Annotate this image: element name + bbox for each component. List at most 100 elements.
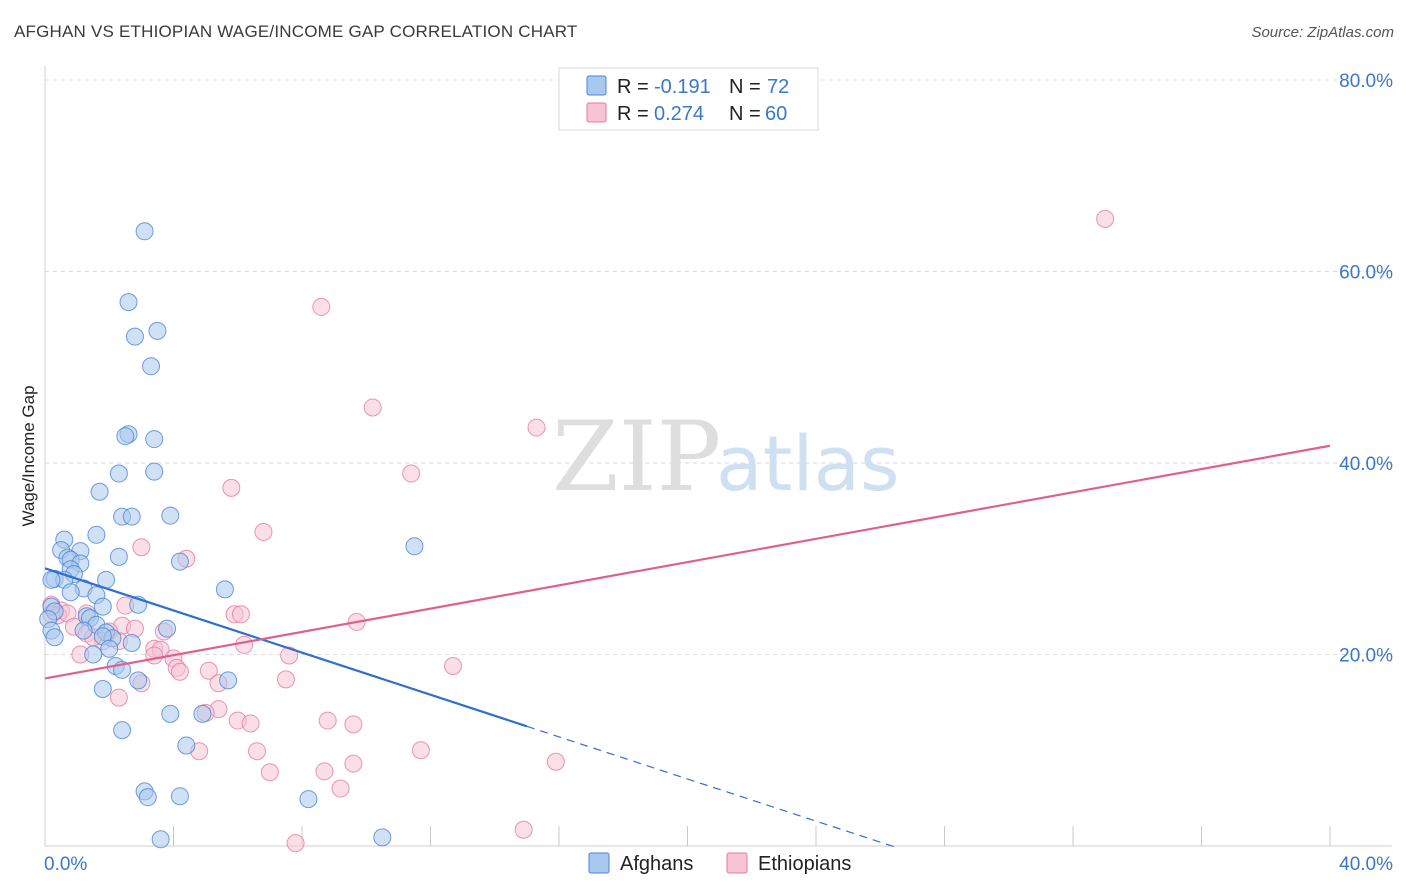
- ethiopian-point: [235, 635, 254, 654]
- ethiopian-point: [199, 661, 218, 680]
- y-tick-label: 80.0%: [1339, 71, 1393, 92]
- afghan-point: [151, 830, 170, 849]
- afghan-point: [45, 628, 64, 647]
- ethiopian-point: [344, 715, 363, 734]
- x-tick-label-max: 40.0%: [1339, 854, 1393, 875]
- afghan-point: [373, 828, 392, 847]
- legend-r-label-ethiopians: R =: [617, 103, 649, 125]
- ethiopian-point: [312, 297, 331, 316]
- afghan-point: [100, 639, 119, 658]
- bottom-legend-swatch-ethiopians: [726, 852, 748, 874]
- afghan-point: [145, 430, 164, 449]
- afghan-point: [74, 621, 93, 640]
- afghan-point: [161, 704, 180, 723]
- watermark-atlas: atlas: [716, 419, 900, 508]
- ethiopian-point: [222, 478, 241, 497]
- ethiopian-point: [280, 646, 299, 665]
- bottom-legend-label-afghans: Afghans: [620, 853, 693, 875]
- legend-swatch-afghans: [586, 75, 607, 96]
- afghan-point: [170, 552, 189, 571]
- afghan-point: [122, 507, 141, 526]
- afghan-point: [122, 634, 141, 653]
- bottom-legend-swatch-afghans: [588, 852, 610, 874]
- afghans-trend-line: [44, 567, 528, 728]
- ethiopian-point: [318, 711, 337, 730]
- afghans-trend-extension: [526, 725, 897, 849]
- afghan-point: [405, 537, 424, 556]
- legend-r-label-afghans: R =: [617, 76, 649, 98]
- ethiopian-point: [331, 779, 350, 798]
- legend-r-value-afghans: -0.191: [654, 76, 711, 98]
- afghan-point: [116, 427, 135, 446]
- watermark-zip: ZIP: [552, 401, 721, 513]
- ethiopian-point: [546, 752, 565, 771]
- ethiopian-point: [443, 656, 462, 675]
- legend-n-value-ethiopians: 60: [765, 103, 787, 125]
- ethiopian-point: [527, 418, 546, 437]
- afghan-point: [148, 321, 167, 340]
- chart-title: AFGHAN VS ETHIOPIAN WAGE/INCOME GAP CORR…: [14, 22, 578, 41]
- grid-layer: [45, 79, 1392, 655]
- ethiopian-point: [145, 646, 164, 665]
- ethiopian-point: [315, 762, 334, 781]
- ethiopian-point: [514, 820, 533, 839]
- watermark: ZIP atlas: [552, 401, 900, 513]
- afghan-point: [161, 506, 180, 525]
- ethiopian-point: [109, 688, 128, 707]
- legend: R = -0.191 N = 72 R = 0.274 N = 60: [558, 67, 819, 131]
- afghan-point: [145, 462, 164, 481]
- legend-r-value-ethiopians: 0.274: [654, 103, 704, 125]
- afghan-point: [193, 704, 212, 723]
- legend-n-label-ethiopians: N =: [729, 103, 761, 125]
- afghan-point: [109, 547, 128, 566]
- source-credit: Source: ZipAtlas.com: [1251, 24, 1394, 41]
- ethiopian-point: [248, 742, 267, 761]
- ethiopian-point: [231, 605, 250, 624]
- y-tick-label: 60.0%: [1339, 263, 1393, 284]
- afghan-point: [135, 222, 154, 241]
- points-layer: [39, 209, 1115, 853]
- afghan-point: [138, 788, 157, 807]
- y-axis-title: Wage/Income Gap: [19, 385, 38, 526]
- ethiopian-point: [276, 670, 295, 689]
- legend-n-value-afghans: 72: [767, 76, 789, 98]
- ethiopian-point: [254, 522, 273, 541]
- ethiopian-point: [170, 662, 189, 681]
- afghan-point: [42, 570, 61, 589]
- y-tick-label: 20.0%: [1339, 646, 1393, 667]
- ethiopian-point: [260, 763, 279, 782]
- afghan-point: [61, 583, 80, 602]
- ethiopian-point: [402, 464, 421, 483]
- axis-layer: 20.0% 40.0% 60.0% 80.0% 0.0% 40.0% Wage/Income…: [19, 66, 1393, 875]
- afghan-point: [93, 597, 112, 616]
- afghan-point: [170, 787, 189, 806]
- afghan-point: [93, 679, 112, 698]
- afghan-point: [109, 464, 128, 483]
- trend-layer: [44, 444, 1331, 849]
- afghan-point: [84, 645, 103, 664]
- legend-n-label-afghans: N =: [729, 76, 761, 98]
- ethiopians-trend-line: [44, 444, 1331, 680]
- afghan-point: [142, 357, 161, 376]
- afghan-point: [215, 580, 234, 599]
- afghan-point: [90, 482, 109, 501]
- afghan-point: [113, 721, 132, 740]
- afghan-point: [158, 619, 177, 638]
- afghan-point: [219, 671, 238, 690]
- ethiopian-point: [344, 754, 363, 773]
- afghan-point: [129, 671, 148, 690]
- afghan-point: [177, 736, 196, 755]
- y-tick-label: 40.0%: [1339, 454, 1393, 475]
- afghan-point: [299, 790, 318, 809]
- ethiopian-point: [286, 834, 305, 853]
- bottom-legend-label-ethiopians: Ethiopians: [758, 853, 851, 875]
- ethiopian-point: [132, 538, 151, 557]
- afghan-point: [119, 293, 138, 312]
- afghan-point: [125, 327, 144, 346]
- ethiopian-point: [241, 714, 260, 733]
- afghan-point: [87, 525, 106, 544]
- ethiopian-point: [363, 398, 382, 417]
- ethiopian-point: [1096, 209, 1115, 228]
- x-tick-label-min: 0.0%: [44, 854, 87, 875]
